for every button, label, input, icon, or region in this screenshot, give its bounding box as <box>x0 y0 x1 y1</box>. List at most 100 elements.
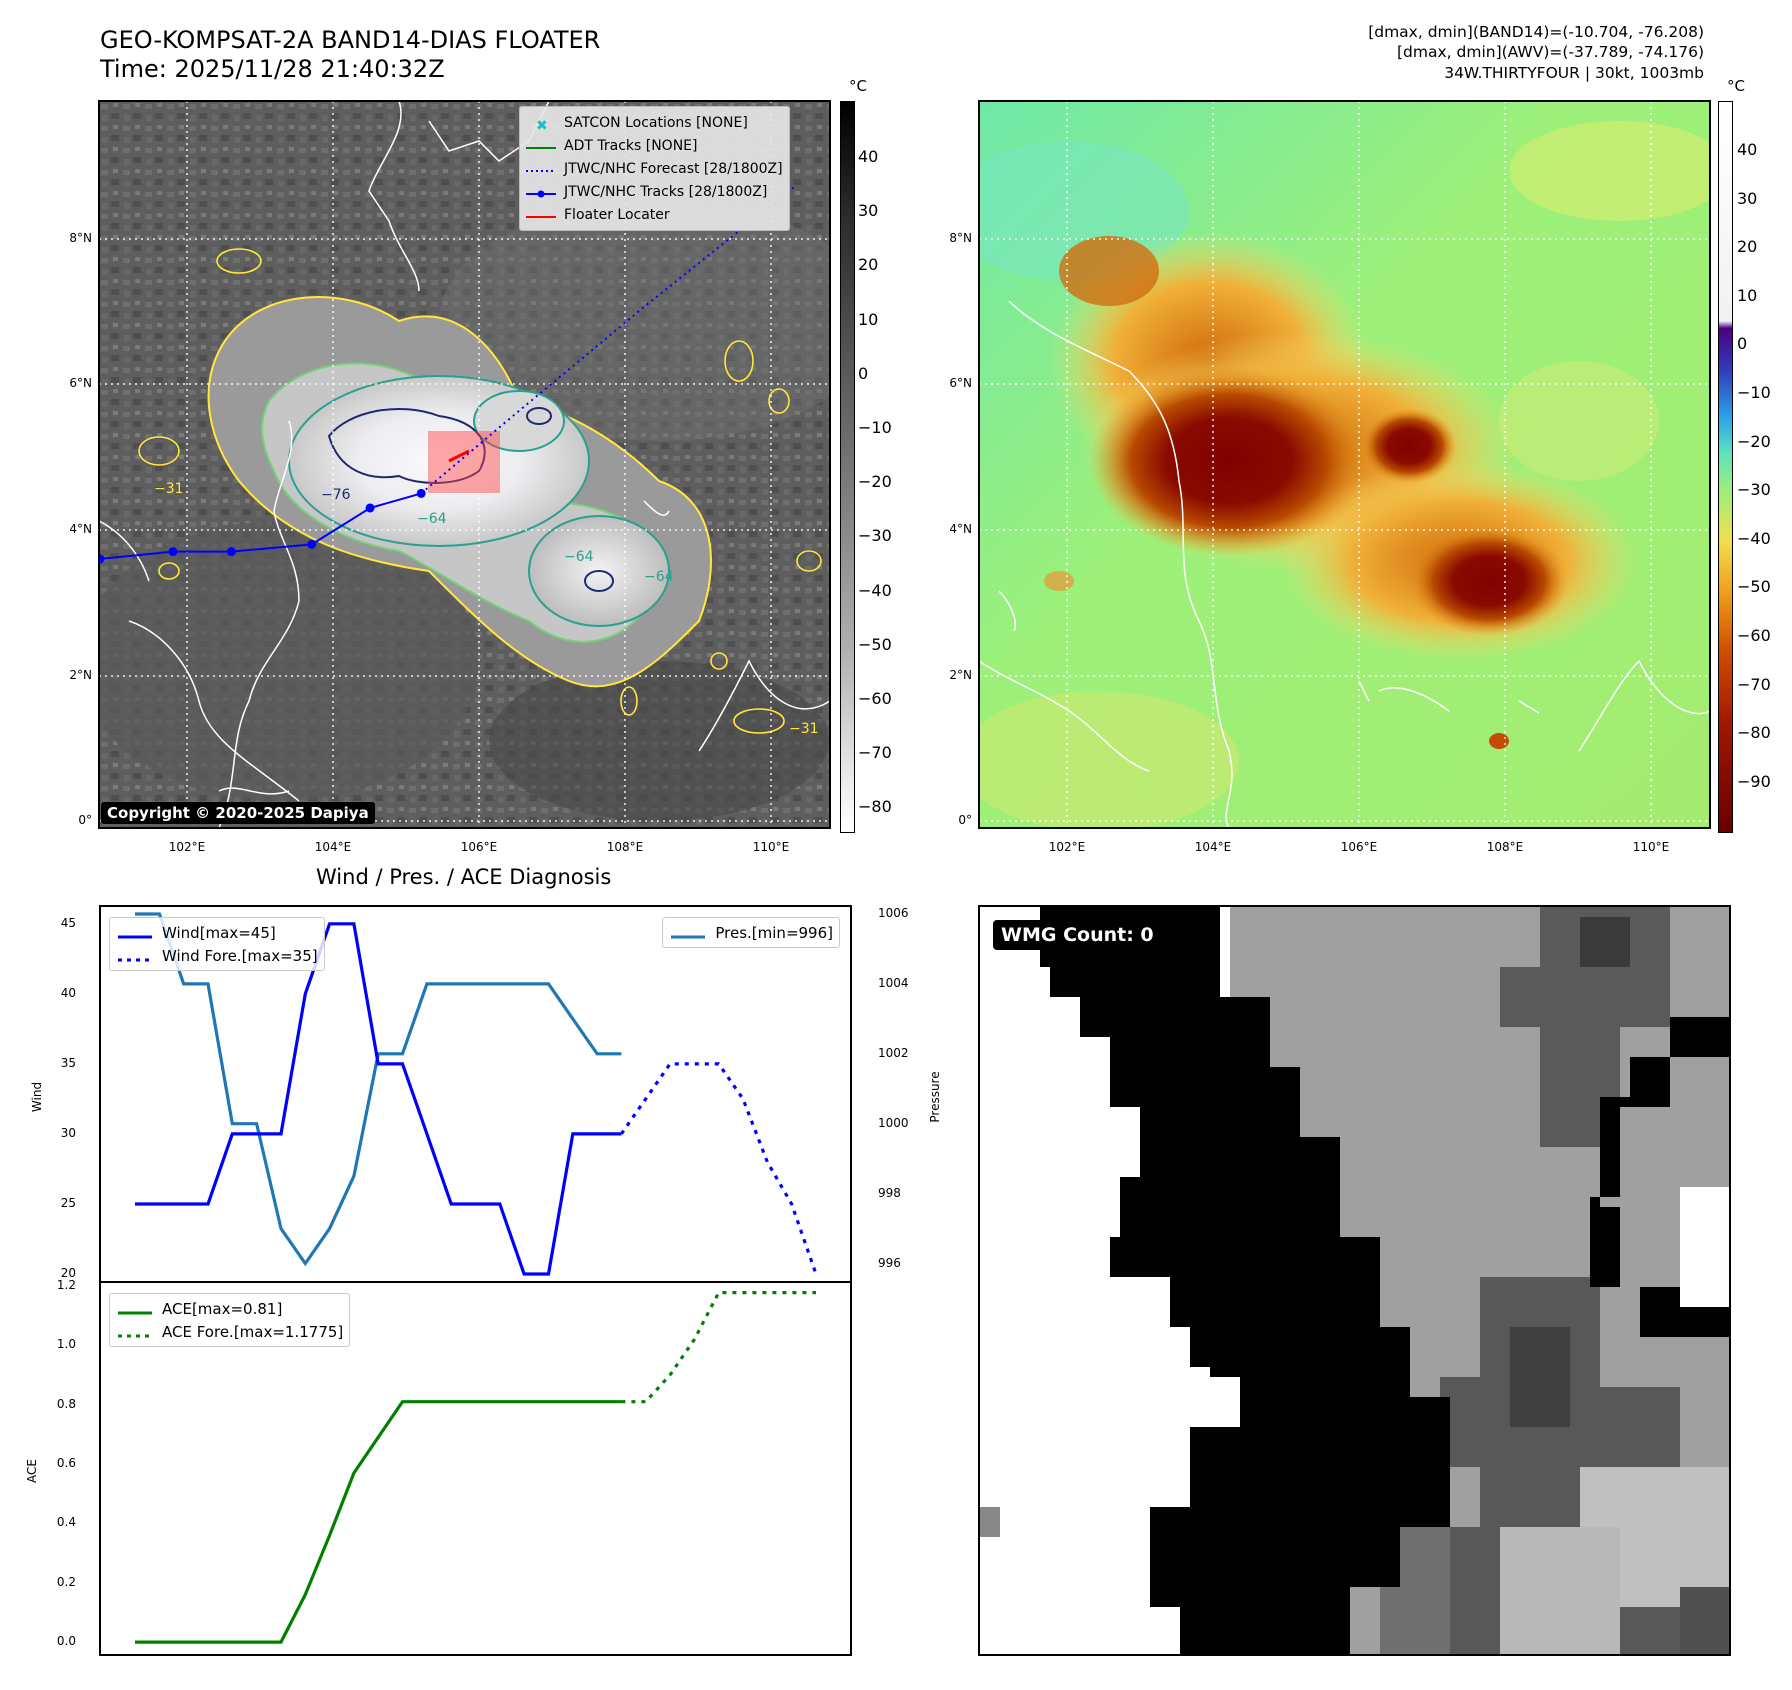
colorbar-tick-label: −10 <box>858 418 892 437</box>
colorbar-tick-label: −40 <box>1737 528 1771 548</box>
colorbar-tick-label: −80 <box>1737 723 1771 743</box>
wmg-count-badge: WMG Count: 0 <box>993 920 1162 950</box>
ace-chart <box>135 1291 816 1644</box>
wmg-image <box>980 907 1729 1654</box>
svg-text:✖: ✖ <box>536 120 548 130</box>
ir-image-panel[interactable]: −76 −64 −64 −64 −31 −31 Copyright © 2020… <box>99 101 830 828</box>
legend-item-ace-forecast: ACE Fore.[max=1.1775] <box>110 1320 343 1343</box>
ace-tick-label: 0.0 <box>56 1634 76 1649</box>
track-point <box>416 488 426 498</box>
diagnosis-title: Wind / Pres. / ACE Diagnosis <box>316 865 612 889</box>
lon-tick-label: 106°E <box>1340 840 1378 854</box>
ace-axis-label: ACE <box>25 1459 39 1483</box>
wind-tick-label: 20 <box>60 1265 76 1280</box>
legend-item-floater: Floater Locater <box>526 203 783 226</box>
ace-tick-label: 0.8 <box>56 1396 76 1411</box>
legend-item-satcon: ✖ SATCON Locations [NONE] <box>526 111 783 134</box>
colorbar-tick-label: −30 <box>858 526 892 546</box>
colorbar-tick-label: −30 <box>1737 480 1771 500</box>
colorbar-tick-label: 30 <box>858 201 879 221</box>
legend-item-wind: Wind[max=45] <box>110 921 318 944</box>
wind-forecast-line <box>620 1062 818 1275</box>
pressure-tick-label: 998 <box>878 1185 901 1200</box>
lat-tick-label: 0° <box>78 813 92 827</box>
track-point <box>168 547 178 557</box>
track-point <box>226 547 236 557</box>
colorbar-tick-label: −20 <box>1737 431 1771 451</box>
pressure-legend: Pres.[min=996] <box>662 917 840 948</box>
lat-tick-label: 6°N <box>69 376 92 390</box>
colorbar-tick-label: −90 <box>1737 771 1771 791</box>
pressure-tick-label: 996 <box>878 1255 901 1270</box>
lon-tick-label: 108°E <box>1486 840 1524 854</box>
x-marker-icon: ✖ <box>526 118 556 134</box>
contour-label: −64 <box>417 511 447 527</box>
wind-tick-label: 40 <box>60 985 76 1000</box>
copyright-badge: Copyright © 2020-2025 Dapiya <box>101 802 375 824</box>
colorbar-tick-label: −80 <box>858 797 892 817</box>
colorbar-tick-label: −50 <box>858 634 892 654</box>
info-line-1: [dmax, dmin](BAND14)=(-10.704, -76.208) <box>1368 23 1704 41</box>
lon-tick-label: 104°E <box>1194 840 1232 854</box>
ace-tick-label: 1.2 <box>56 1277 76 1292</box>
lon-tick-label: 108°E <box>606 840 644 854</box>
track-point <box>307 539 317 549</box>
wind-axis-label: Wind <box>30 1081 44 1113</box>
lat-tick-label: 4°N <box>949 522 972 536</box>
dotted-line-icon <box>118 951 152 961</box>
lon-tick-label: 110°E <box>1632 840 1670 854</box>
ace-tick-label: 0.2 <box>56 1574 76 1589</box>
wind-pressure-plot[interactable]: Wind[max=45] Wind Fore.[max=35] Pres.[mi… <box>99 905 852 1283</box>
colorbar-tick-label: −40 <box>858 580 892 600</box>
colorbar-tick-label: −70 <box>1737 674 1771 694</box>
colorbar-tick-label: −70 <box>858 743 892 763</box>
figure-title-line-2: Time: 2025/11/28 21:40:32Z <box>100 55 445 83</box>
lon-tick-label: 102°E <box>168 840 206 854</box>
legend-item-ace: ACE[max=0.81] <box>110 1297 343 1320</box>
colorbar-tick-label: 20 <box>858 255 879 275</box>
wind-pressure-chart <box>135 912 818 1276</box>
wv-colorbar <box>1718 101 1733 833</box>
lat-tick-label: 2°N <box>949 668 972 682</box>
ace-plot[interactable]: ACE[max=0.81] ACE Fore.[max=1.1775] <box>99 1281 852 1656</box>
dot-line-icon <box>526 187 556 197</box>
legend-item-forecast: JTWC/NHC Forecast [28/1800Z] <box>526 157 783 180</box>
floater-locator-box <box>428 431 500 493</box>
colorbar-tick-label: 10 <box>858 309 879 329</box>
dotted-line-icon <box>526 164 556 174</box>
pressure-axis-label: Pressure <box>928 1071 942 1123</box>
solid-line-icon <box>118 928 152 938</box>
wmg-panel[interactable]: WMG Count: 0 <box>978 905 1731 1656</box>
lat-tick-label: 2°N <box>69 668 92 682</box>
colorbar-tick-label: 10 <box>1737 285 1758 305</box>
colorbar-tick-label: 0 <box>858 363 869 383</box>
info-line-2: [dmax, dmin](AWV)=(-37.789, -74.176) <box>1397 43 1704 61</box>
wv-image <box>979 101 1710 828</box>
lat-tick-label: 8°N <box>949 231 972 245</box>
legend-item-adt: ADT Tracks [NONE] <box>526 134 783 157</box>
track-point <box>99 554 105 564</box>
colorbar-tick-label: 20 <box>1737 237 1758 257</box>
wv-image-panel[interactable] <box>979 101 1710 828</box>
colorbar-tick-label: 40 <box>1737 140 1758 159</box>
wind-tick-label: 45 <box>60 915 76 930</box>
legend-item-wind-forecast: Wind Fore.[max=35] <box>110 944 318 967</box>
ace-tick-label: 0.4 <box>56 1515 76 1530</box>
lat-tick-label: 0° <box>958 813 972 827</box>
ace-forecast-line <box>621 1291 816 1404</box>
lat-tick-label: 8°N <box>69 231 92 245</box>
pressure-tick-label: 1004 <box>878 975 909 990</box>
lon-tick-label: 102°E <box>1048 840 1086 854</box>
lon-tick-label: 106°E <box>460 840 498 854</box>
ir-legend: ✖ SATCON Locations [NONE] ADT Tracks [NON… <box>519 106 790 231</box>
pressure-tick-label: 1002 <box>878 1045 909 1060</box>
colorbar-tick-label: −10 <box>1737 383 1771 402</box>
solid-line-icon <box>526 141 556 151</box>
observed-track-line <box>99 492 422 560</box>
pressure-tick-label: 1006 <box>878 905 909 920</box>
colorbar-tick-label: −50 <box>1737 577 1771 597</box>
wind-tick-label: 30 <box>60 1125 76 1140</box>
colorbar-tick-label: −60 <box>1737 626 1771 645</box>
ace-tick-label: 0.6 <box>56 1456 76 1471</box>
legend-item-tracks: JTWC/NHC Tracks [28/1800Z] <box>526 180 783 203</box>
